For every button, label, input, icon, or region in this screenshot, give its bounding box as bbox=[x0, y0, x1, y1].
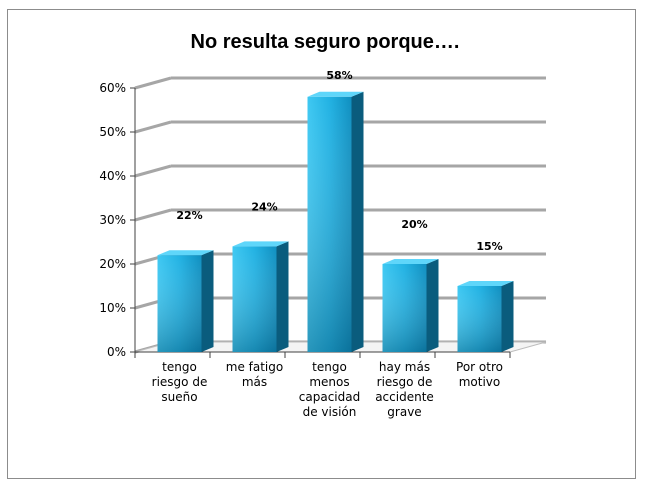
bar-side bbox=[201, 250, 214, 352]
x-tick-label-line: capacidad bbox=[299, 390, 360, 404]
bar bbox=[307, 91, 364, 353]
bars bbox=[157, 91, 514, 353]
bar-shade bbox=[382, 264, 427, 352]
gridline-diag bbox=[134, 120, 172, 134]
bar-shade bbox=[457, 286, 502, 352]
x-tick-label-line: riesgo de bbox=[152, 375, 208, 389]
x-tick-label-line: sueño bbox=[161, 390, 197, 404]
bar-side bbox=[276, 241, 289, 352]
chart-title: No resulta seguro porque…. bbox=[191, 31, 460, 53]
x-tick-label: tengo menos capacidad de visión bbox=[299, 360, 360, 419]
x-tick-label-line: accidente bbox=[375, 390, 434, 404]
y-tick-label: 40% bbox=[99, 169, 126, 183]
x-tick-label-line: riesgo de bbox=[377, 375, 433, 389]
x-tick-label: hay más riesgo de accidente grave bbox=[375, 360, 434, 419]
gridline-diag bbox=[134, 164, 172, 178]
bar bbox=[382, 259, 439, 352]
bar-shade bbox=[232, 246, 277, 352]
x-tick-label-line: tengo bbox=[162, 360, 197, 374]
bar-top bbox=[157, 250, 214, 256]
bar-top bbox=[457, 281, 514, 286]
bar bbox=[232, 241, 289, 352]
data-label: 20% bbox=[401, 218, 427, 231]
bar-top bbox=[232, 241, 289, 247]
y-tick-label: 10% bbox=[99, 301, 126, 315]
y-tick-label: 50% bbox=[99, 125, 126, 139]
data-label: 22% bbox=[176, 209, 202, 222]
y-tick-label: 0% bbox=[107, 345, 126, 359]
x-tick-label-line: grave bbox=[387, 405, 421, 419]
x-tick-label-line: hay más bbox=[379, 360, 430, 374]
bar-side bbox=[501, 281, 514, 352]
bar-shade bbox=[157, 255, 202, 352]
x-tick-label: Por otro motivo bbox=[456, 360, 503, 389]
x-tick-label-line: menos bbox=[309, 375, 349, 389]
x-tick-label-line: más bbox=[242, 375, 267, 389]
data-label: 24% bbox=[251, 200, 277, 213]
bar-side bbox=[351, 91, 364, 353]
bar-shade bbox=[307, 96, 352, 352]
x-tick-label-line: motivo bbox=[459, 375, 501, 389]
x-tick-label-line: Por otro bbox=[456, 360, 503, 374]
bar bbox=[457, 281, 514, 352]
x-tick-label-line: tengo bbox=[312, 360, 347, 374]
gridline-diag bbox=[134, 76, 172, 90]
y-tick-label: 60% bbox=[99, 81, 126, 95]
gridline-diag bbox=[134, 208, 172, 222]
data-label: 58% bbox=[326, 69, 352, 82]
x-tick-label: me fatigo más bbox=[226, 360, 283, 389]
x-tick-label-line: de visión bbox=[303, 405, 357, 419]
x-tick-label: tengo riesgo de sueño bbox=[152, 360, 208, 404]
bar-top bbox=[382, 259, 439, 264]
bar-side bbox=[426, 259, 439, 352]
y-tick-label: 20% bbox=[99, 257, 126, 271]
y-tick-label: 30% bbox=[99, 213, 126, 227]
bar bbox=[157, 250, 214, 352]
x-tick-label-line: me fatigo bbox=[226, 360, 283, 374]
data-label: 15% bbox=[476, 240, 502, 253]
bar-top bbox=[307, 91, 364, 97]
